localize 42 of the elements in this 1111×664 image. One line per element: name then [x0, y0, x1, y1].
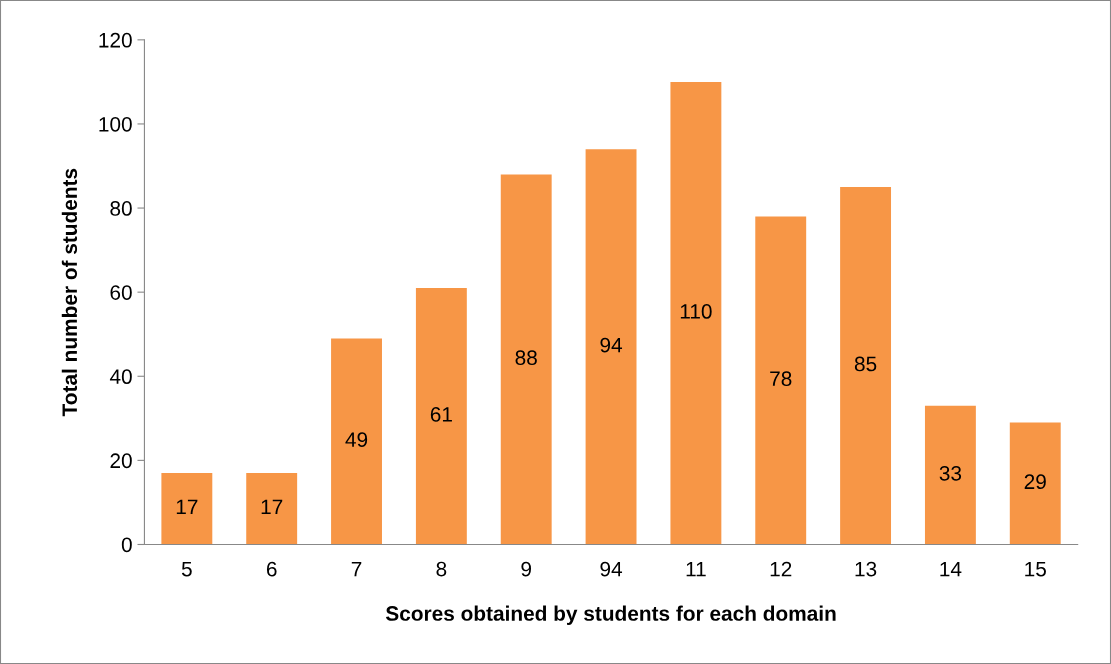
x-tick-label: 12	[770, 561, 792, 577]
data-label: 94	[600, 337, 623, 353]
x-tick-label: 15	[1025, 561, 1046, 577]
x-tick-label: 6	[266, 561, 277, 577]
bar	[500, 174, 552, 545]
bar	[840, 187, 892, 545]
bar	[161, 472, 213, 545]
data-label: 88	[515, 350, 537, 366]
bar	[331, 338, 382, 545]
y-tick-label: 60	[110, 285, 132, 300]
y-tick-label: 120	[99, 32, 132, 48]
data-label: 49	[345, 432, 368, 448]
x-tick-label: 9	[521, 561, 532, 577]
x-tick-label: 8	[436, 561, 447, 577]
bar	[415, 287, 467, 545]
y-tick-label: 100	[99, 116, 132, 132]
data-label: 17	[176, 499, 198, 515]
data-label: 78	[770, 371, 792, 387]
x-tick-label: 13	[855, 561, 877, 577]
x-tick-label: 7	[351, 561, 362, 577]
y-axis-title: Total number of students	[61, 168, 78, 417]
y-tick-label: 40	[109, 369, 132, 385]
bar	[755, 216, 807, 545]
data-label: 61	[430, 407, 452, 422]
data-label: 110	[680, 304, 712, 319]
x-tick-label: 94	[600, 561, 623, 577]
data-label: 29	[1024, 474, 1046, 490]
x-tick-label: 11	[686, 561, 706, 577]
x-tick-label: 14	[940, 561, 962, 577]
bar	[246, 472, 298, 545]
y-tick-label: 80	[110, 201, 132, 216]
x-axis-title: Scores obtained by students for each domain	[385, 605, 836, 625]
bar	[924, 405, 976, 545]
data-label: 17	[261, 499, 283, 515]
y-tick-label: 0	[121, 537, 132, 553]
data-label: 85	[854, 356, 877, 372]
bar	[585, 149, 637, 545]
data-label: 33	[939, 465, 962, 481]
bar	[670, 81, 722, 545]
bar	[1009, 422, 1061, 545]
x-tick-label: 5	[181, 561, 192, 577]
y-tick-label: 20	[110, 453, 132, 469]
